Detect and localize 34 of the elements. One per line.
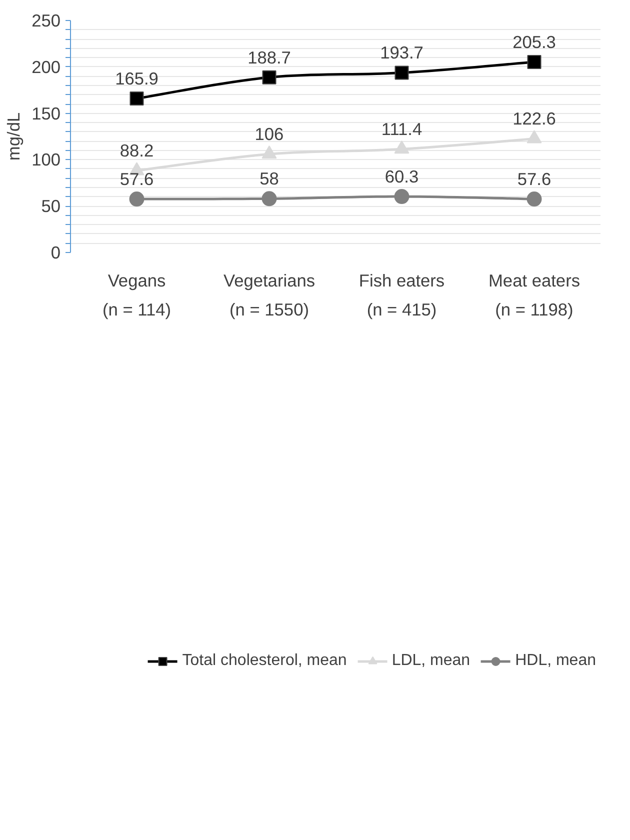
category-label: Vegetarians (n = 1550) <box>223 270 316 320</box>
data-label: 58 <box>260 168 279 189</box>
data-label: 88.2 <box>120 140 154 161</box>
data-label: 205.3 <box>512 32 556 52</box>
y-tick-label: 250 <box>32 10 61 30</box>
point <box>130 92 144 106</box>
category-label: Meat eaters (n = 1198) <box>488 270 580 320</box>
category-label: Fish eaters (n = 415) <box>358 270 445 320</box>
data-label: 57.6 <box>120 169 154 190</box>
point <box>526 192 542 207</box>
data-label: 193.7 <box>380 42 424 63</box>
y-tick-label: 0 <box>50 242 61 262</box>
legend-label: LDL, mean <box>392 652 470 670</box>
legend-label: HDL, mean <box>515 652 596 670</box>
legend-label: Total cholesterol, mean <box>182 652 347 670</box>
data-label: 188.7 <box>248 47 291 68</box>
y-tick-label: 100 <box>32 150 61 170</box>
y-axis-title: mg/dL <box>4 112 24 161</box>
y-tick-label: 150 <box>32 103 61 124</box>
point <box>394 66 409 80</box>
y-tick-label: 200 <box>32 56 61 77</box>
category-label: Vegans (n = 114) <box>102 270 172 320</box>
point <box>262 191 277 206</box>
y-tick-label: 50 <box>41 196 61 216</box>
data-label: 57.6 <box>517 169 552 190</box>
data-label: 106 <box>254 124 284 144</box>
data-label: 111.4 <box>381 119 423 140</box>
data-label: 60.3 <box>384 166 419 187</box>
data-label: 122.6 <box>512 108 556 129</box>
data-label: 165.9 <box>115 68 158 89</box>
point <box>262 70 276 84</box>
point <box>527 54 542 69</box>
point <box>129 192 144 207</box>
point <box>394 189 410 204</box>
